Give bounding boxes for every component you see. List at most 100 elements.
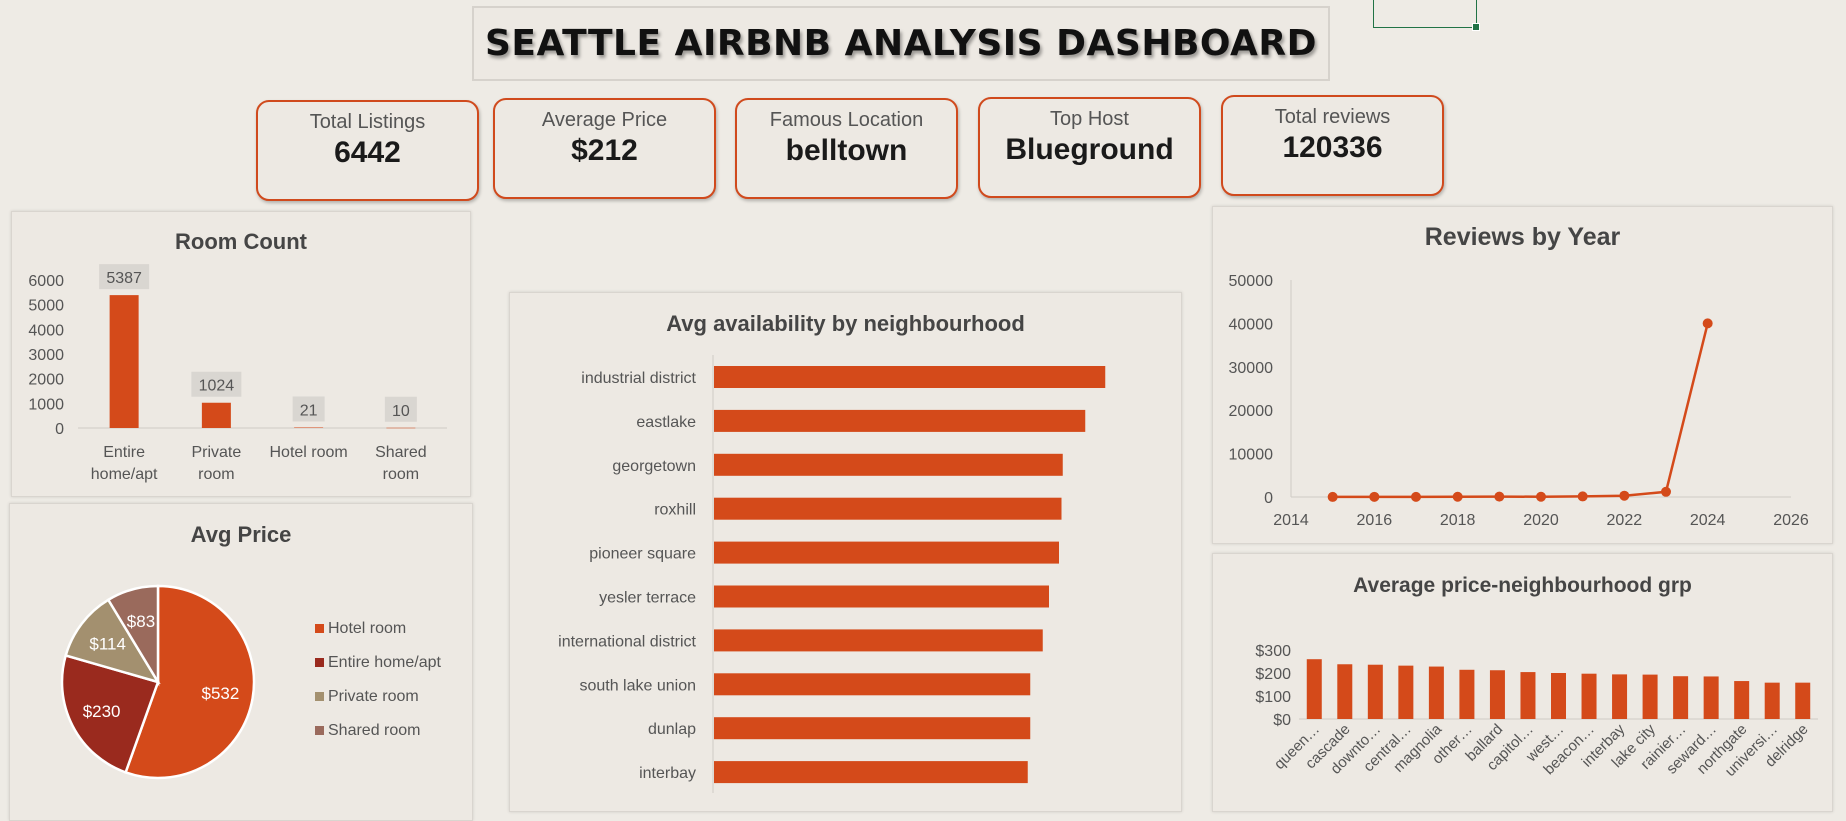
bar xyxy=(1795,682,1811,719)
bar xyxy=(1489,670,1505,719)
room-count-title: Room Count xyxy=(175,229,307,254)
data-point xyxy=(1494,491,1505,502)
kpi-value: Blueground xyxy=(1005,133,1174,166)
avg-price-title: Avg Price xyxy=(190,522,292,547)
x-tick-label: Entire xyxy=(103,444,145,461)
room-count-panel[interactable]: Room Count 0 1000 2000 3000 4000 5000 6000 5387… xyxy=(11,211,471,497)
series-line xyxy=(1332,323,1709,499)
y-tick-label: 6000 xyxy=(28,273,64,290)
bar xyxy=(714,409,1086,432)
avg-price-panel[interactable]: Avg Price $532 $230 $114 $83 Hotel room Entir… xyxy=(9,503,473,821)
x-tick-label: 2024 xyxy=(1690,512,1726,529)
bar xyxy=(294,427,324,428)
x-tick-label: 2018 xyxy=(1440,512,1476,529)
kpi-label: Total reviews xyxy=(1274,106,1391,128)
pie-slice xyxy=(124,584,256,780)
kpi-label: Famous Location xyxy=(769,109,924,131)
bar xyxy=(714,717,1031,740)
kpi-famous-location: Famous Location belltown xyxy=(735,98,958,199)
category-label: yesler terrace xyxy=(599,590,696,607)
data-point xyxy=(1702,318,1713,329)
bar xyxy=(1764,682,1780,719)
x-tick-label: room xyxy=(198,466,234,483)
category-label: eastlake xyxy=(636,414,696,431)
data-point xyxy=(1327,491,1338,502)
category-label: dunlap xyxy=(648,721,696,738)
category-label: georgetown xyxy=(612,458,696,475)
data-point xyxy=(1411,491,1421,502)
kpi-label: Top Host xyxy=(1050,108,1129,130)
x-tick-label: Private xyxy=(191,444,241,461)
x-tick-label: 2022 xyxy=(1607,512,1643,529)
selected-cell[interactable] xyxy=(1373,0,1480,31)
y-tick-label: 40000 xyxy=(1229,316,1274,333)
data-label: 1024 xyxy=(199,378,235,395)
x-tick-label: home/apt xyxy=(91,466,158,483)
bar xyxy=(1398,665,1414,719)
slice-label: $532 xyxy=(202,684,240,703)
bar xyxy=(1306,659,1322,719)
kpi-value: belltown xyxy=(785,134,908,167)
bar xyxy=(1337,664,1353,719)
legend-label: Entire home/apt xyxy=(328,654,442,671)
legend-swatch xyxy=(315,658,324,667)
data-label: 21 xyxy=(300,402,318,419)
legend-swatch xyxy=(315,726,324,735)
x-tick-label: 2020 xyxy=(1523,512,1559,529)
y-tick-label: 0 xyxy=(1264,490,1273,507)
x-tick-label: 2016 xyxy=(1357,512,1393,529)
bar xyxy=(1459,669,1475,719)
y-tick-label: 50000 xyxy=(1229,273,1274,290)
category-label: international district xyxy=(558,633,696,650)
data-point xyxy=(1536,491,1546,502)
y-tick-label: 2000 xyxy=(28,372,64,389)
pie-slice xyxy=(106,584,160,687)
kpi-average-price: Average Price $212 xyxy=(493,98,716,199)
bar xyxy=(714,761,1028,784)
y-tick-label: $100 xyxy=(1255,689,1291,706)
bar xyxy=(109,295,139,428)
slice-label: $83 xyxy=(127,612,155,631)
pie-slice xyxy=(60,653,160,774)
y-tick-label: $200 xyxy=(1255,666,1291,683)
kpi-value: 6442 xyxy=(334,136,401,169)
kpi-top-host: Top Host Blueground xyxy=(978,97,1201,198)
legend-swatch xyxy=(315,624,324,633)
legend-label: Shared room xyxy=(328,722,421,739)
bar xyxy=(1642,674,1658,719)
bar xyxy=(1703,676,1719,719)
y-tick-label: 10000 xyxy=(1229,447,1274,464)
data-point xyxy=(1661,486,1671,497)
room-count-chart: 0 1000 2000 3000 4000 5000 6000 5387 Entire home/… xyxy=(28,264,447,483)
bar xyxy=(1367,664,1383,719)
bar xyxy=(1612,674,1628,719)
y-tick-label: $0 xyxy=(1273,712,1291,729)
price-group-chart: $0$100$200$300queen…cascadedownto…centra… xyxy=(1255,643,1818,780)
fill-handle[interactable] xyxy=(1472,23,1480,31)
data-point xyxy=(1369,491,1380,502)
dashboard-title: SEATTLE AIRBNB ANALYSIS DASHBOARD xyxy=(485,23,1317,64)
kpi-total-reviews: Total reviews 120336 xyxy=(1221,95,1444,196)
availability-panel[interactable]: Avg availability by neighbourhood indust… xyxy=(509,292,1182,812)
legend-swatch xyxy=(315,692,324,701)
data-point xyxy=(1577,491,1588,502)
y-tick-label: 0 xyxy=(55,421,64,438)
data-label-bg xyxy=(99,264,150,290)
reviews-title: Reviews by Year xyxy=(1424,223,1621,251)
bar xyxy=(714,453,1063,476)
price-group-title: Average price-neighbourhood grp xyxy=(1353,574,1692,597)
data-label: 5387 xyxy=(106,270,142,287)
reviews-chart: 0 10000 20000 30000 40000 50000 2014 2016 2018 20… xyxy=(1229,273,1809,529)
kpi-label: Total Listings xyxy=(309,111,426,133)
y-tick-label: 5000 xyxy=(28,298,64,315)
y-tick-label: 4000 xyxy=(28,322,64,339)
y-tick-label: 3000 xyxy=(28,347,64,364)
bar xyxy=(201,402,231,428)
dashboard-title-box: SEATTLE AIRBNB ANALYSIS DASHBOARD xyxy=(472,6,1330,81)
category-label: pioneer square xyxy=(589,546,696,563)
kpi-label: Average Price xyxy=(541,109,668,131)
reviews-panel[interactable]: Reviews by Year 0 10000 20000 30000 40000 500… xyxy=(1212,206,1833,544)
bar xyxy=(1581,673,1597,719)
price-group-panel[interactable]: Average price-neighbourhood grp $0 $100 $2… xyxy=(1212,553,1833,812)
avg-price-chart: $532 $230 $114$83 Hotel room Entire home/apt… xyxy=(60,584,442,780)
